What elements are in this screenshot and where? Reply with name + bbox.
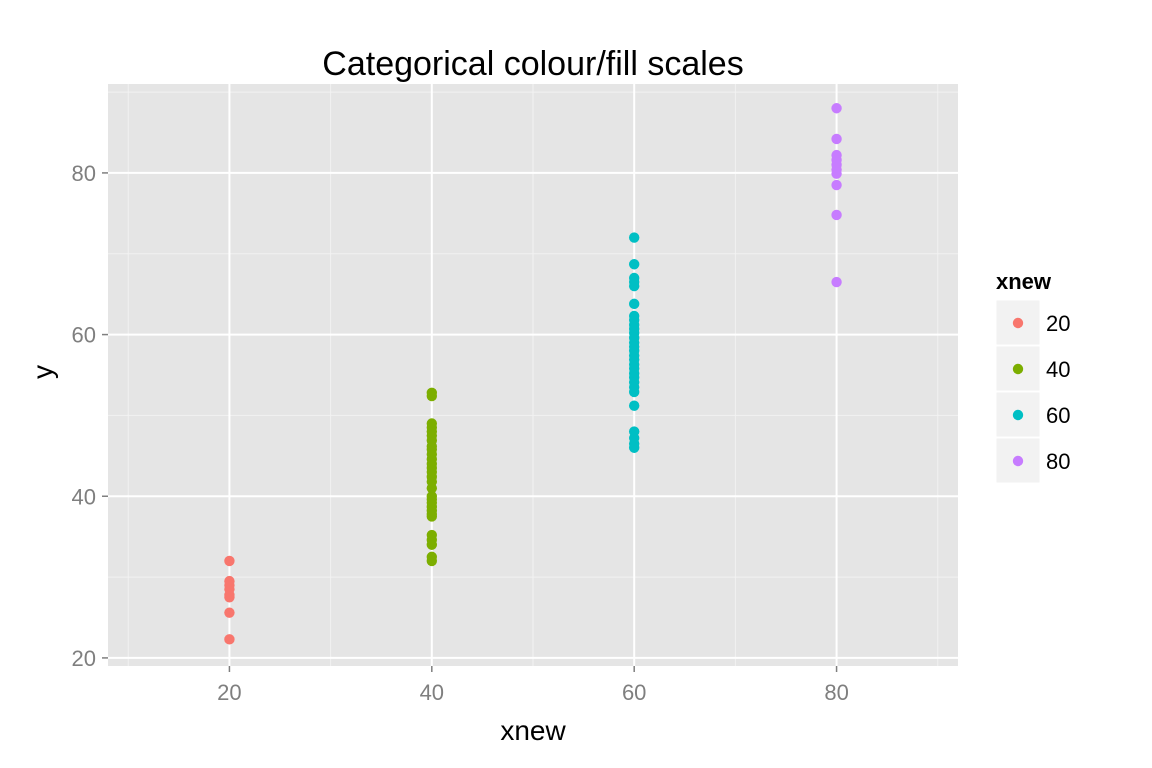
legend-label: 40 [1046, 357, 1070, 382]
data-point [831, 179, 842, 191]
x-tick-label: 60 [622, 680, 646, 705]
legend-key-point [1012, 317, 1024, 329]
data-point [224, 592, 235, 603]
data-point [224, 555, 235, 567]
y-tick-label: 60 [72, 323, 96, 348]
data-point [831, 276, 842, 288]
data-point [628, 386, 640, 398]
data-point [426, 482, 438, 494]
legend-label: 20 [1046, 311, 1070, 336]
data-point [426, 390, 438, 402]
data-point [628, 442, 640, 453]
y-tick-label: 40 [72, 484, 96, 509]
legend-items: 20 40 60 80 [995, 299, 1070, 484]
legend-key-point [1012, 409, 1024, 421]
chart-title: Categorical colour/fill scales [322, 45, 743, 83]
x-tick-label: 80 [824, 680, 848, 705]
data-point [224, 634, 235, 645]
legend-key-point [1012, 363, 1024, 375]
data-point [426, 511, 438, 522]
y-tick-label: 80 [72, 161, 96, 186]
legend-key-box [995, 437, 1041, 484]
legend-title: xnew [996, 269, 1052, 294]
data-point [831, 133, 842, 145]
data-point [628, 232, 640, 243]
data-point [628, 280, 640, 292]
data-point [831, 103, 842, 114]
x-tick-label: 20 [217, 680, 241, 705]
legend: xnew 20 40 60 80 [995, 269, 1070, 484]
data-point [224, 607, 235, 618]
data-point [426, 539, 438, 550]
data-point [628, 400, 640, 411]
major-gridlines [108, 84, 958, 666]
data-point [426, 555, 438, 567]
minor-gridlines [108, 84, 958, 666]
legend-label: 60 [1046, 403, 1070, 428]
data-point [831, 209, 842, 221]
legend-label: 80 [1046, 449, 1070, 474]
y-axis-title: y [27, 365, 58, 379]
data-points [224, 103, 842, 645]
data-point [628, 259, 640, 270]
data-point [831, 168, 842, 179]
x-tick-label: 40 [420, 680, 444, 705]
y-tick-label: 20 [72, 646, 96, 671]
tick-labels: 20 40 60 80 20 40 60 80 [72, 161, 849, 705]
axis-ticks [102, 172, 838, 672]
data-point [628, 298, 640, 310]
legend-key-box [995, 391, 1041, 438]
x-axis-title: xnew [500, 715, 566, 746]
legend-key-point [1012, 455, 1024, 467]
